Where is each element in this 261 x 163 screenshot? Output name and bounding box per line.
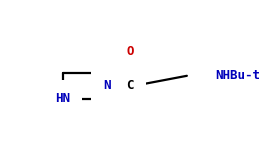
Text: HN: HN (55, 92, 70, 105)
Text: NHBu-t: NHBu-t (215, 69, 260, 82)
Text: C: C (126, 79, 134, 92)
Text: O: O (126, 45, 134, 58)
Text: N: N (103, 79, 111, 92)
